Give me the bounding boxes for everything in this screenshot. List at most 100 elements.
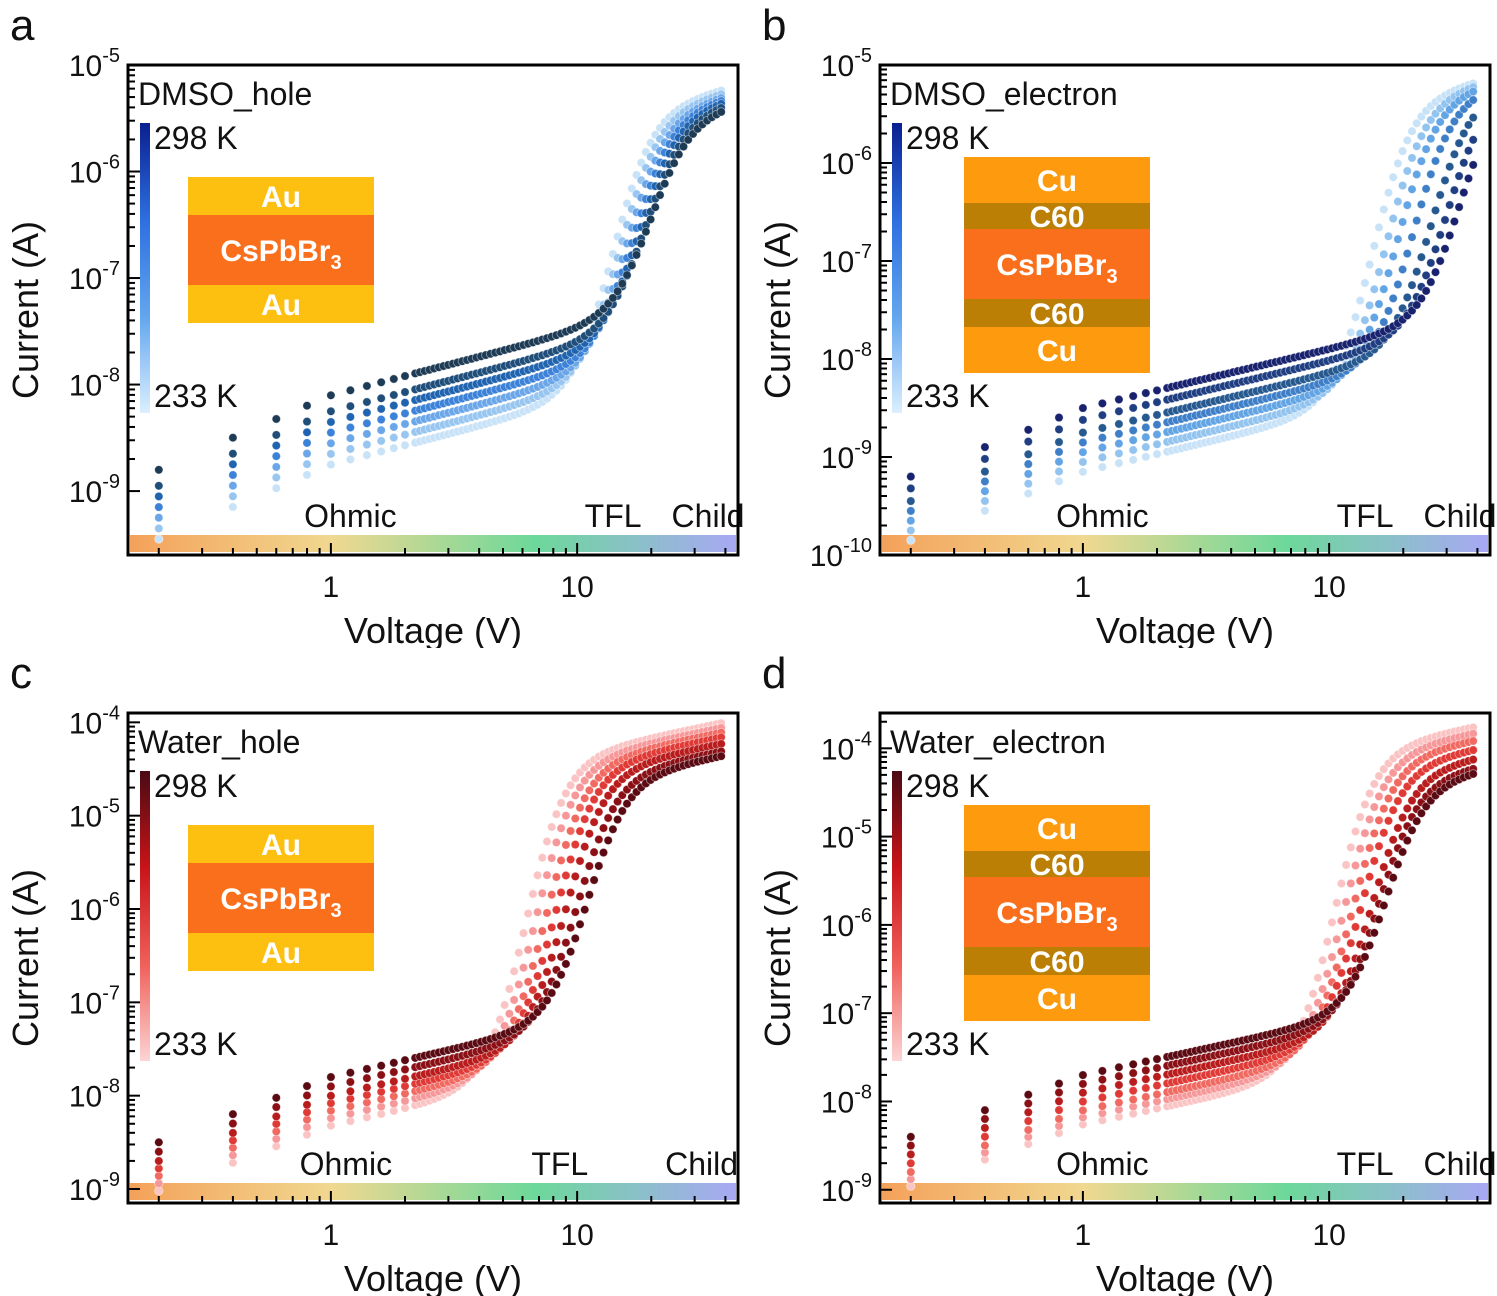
data-point bbox=[980, 1105, 990, 1115]
data-point bbox=[389, 422, 399, 432]
data-point bbox=[271, 462, 281, 472]
data-point bbox=[1379, 900, 1389, 911]
data-point bbox=[389, 1067, 399, 1077]
data-point bbox=[302, 438, 312, 448]
data-point bbox=[1416, 156, 1427, 166]
data-point bbox=[655, 190, 665, 200]
data-point bbox=[556, 823, 566, 833]
data-point bbox=[1322, 969, 1332, 979]
data-point bbox=[326, 449, 336, 459]
data-point bbox=[1341, 897, 1351, 907]
data-point bbox=[1114, 1071, 1124, 1081]
data-point bbox=[575, 856, 585, 866]
data-point bbox=[326, 417, 336, 427]
data-point bbox=[980, 496, 990, 506]
data-point bbox=[154, 465, 164, 475]
data-point bbox=[1128, 1068, 1138, 1078]
data-point bbox=[1463, 120, 1474, 130]
layer-label: Cu bbox=[1037, 335, 1077, 368]
y-tick-label: 10-6 bbox=[821, 143, 872, 181]
data-point bbox=[1360, 952, 1370, 962]
device-stack: Au CsPbBr3 Au bbox=[188, 825, 374, 971]
data-point bbox=[228, 459, 238, 469]
data-point bbox=[389, 1058, 399, 1068]
y-tick-label: 10-5 bbox=[821, 817, 872, 855]
data-point bbox=[1152, 385, 1162, 395]
data-point bbox=[1023, 488, 1033, 499]
data-point bbox=[1128, 403, 1138, 413]
data-point bbox=[1412, 216, 1422, 226]
data-point bbox=[154, 513, 164, 523]
data-point bbox=[345, 422, 355, 433]
data-point bbox=[537, 926, 547, 936]
data-point bbox=[1364, 259, 1375, 270]
data-point bbox=[1379, 284, 1389, 294]
data-point bbox=[1350, 860, 1361, 871]
data-point bbox=[1393, 279, 1403, 290]
data-point bbox=[1023, 479, 1033, 489]
data-point bbox=[1152, 1072, 1162, 1082]
data-point bbox=[1054, 476, 1064, 486]
data-point bbox=[1128, 415, 1138, 426]
data-point bbox=[575, 826, 585, 836]
data-point bbox=[645, 214, 656, 224]
layer-label: Au bbox=[261, 829, 301, 862]
y-tick-label: 10-9 bbox=[69, 1169, 120, 1207]
data-point bbox=[345, 444, 355, 454]
region-label-tfl: TFL bbox=[1337, 498, 1394, 534]
layer-label: C60 bbox=[1029, 201, 1084, 234]
data-point bbox=[584, 804, 595, 814]
y-tick-label: 10-8 bbox=[69, 1076, 120, 1114]
data-point bbox=[400, 440, 410, 450]
data-point bbox=[302, 1081, 312, 1091]
data-point bbox=[1023, 1125, 1033, 1135]
data-point bbox=[1421, 237, 1431, 247]
data-point bbox=[326, 390, 336, 400]
region-label-tfl: TFL bbox=[531, 1146, 588, 1182]
data-point bbox=[1397, 146, 1408, 156]
temp-low-label: 233 K bbox=[906, 378, 990, 414]
data-point bbox=[1388, 873, 1398, 883]
data-point bbox=[1369, 779, 1379, 789]
chart-a: a Ohmic TFL Child 1 10 10-5 10-6 10-7 10-8 10-9 Vol… bbox=[5, 1, 744, 648]
data-point bbox=[1360, 278, 1370, 288]
data-point bbox=[575, 782, 585, 792]
data-point bbox=[1445, 124, 1455, 134]
data-point bbox=[980, 454, 990, 464]
data-point bbox=[1421, 270, 1431, 280]
data-point bbox=[1332, 898, 1342, 908]
data-point bbox=[1360, 799, 1370, 810]
data-point bbox=[580, 814, 590, 824]
data-point bbox=[504, 1009, 514, 1019]
data-point bbox=[504, 984, 514, 994]
data-point bbox=[537, 888, 547, 898]
data-point bbox=[1421, 122, 1431, 133]
data-point bbox=[1435, 117, 1445, 127]
data-point bbox=[1369, 802, 1379, 812]
data-point bbox=[376, 414, 386, 425]
temperature-colorbar bbox=[892, 771, 902, 1061]
data-point bbox=[551, 937, 562, 947]
data-point bbox=[1369, 856, 1379, 866]
data-point bbox=[345, 1068, 355, 1078]
data-point bbox=[1364, 940, 1375, 950]
data-point bbox=[1128, 445, 1138, 455]
data-point bbox=[570, 840, 580, 850]
data-point bbox=[1430, 205, 1441, 215]
plot-frame bbox=[878, 63, 1492, 557]
data-point bbox=[376, 377, 386, 387]
layer-cu bbox=[964, 327, 1150, 373]
data-point bbox=[271, 1093, 281, 1103]
data-point bbox=[631, 250, 642, 260]
data-point bbox=[1393, 796, 1403, 806]
data-point bbox=[1341, 929, 1351, 939]
data-point bbox=[537, 1002, 547, 1012]
data-point bbox=[1341, 953, 1351, 964]
data-point bbox=[509, 995, 519, 1005]
data-point bbox=[1332, 981, 1342, 991]
data-point bbox=[1388, 172, 1398, 182]
data-point bbox=[575, 919, 585, 929]
data-point bbox=[345, 433, 355, 443]
data-point bbox=[594, 834, 604, 845]
data-point bbox=[154, 534, 164, 544]
